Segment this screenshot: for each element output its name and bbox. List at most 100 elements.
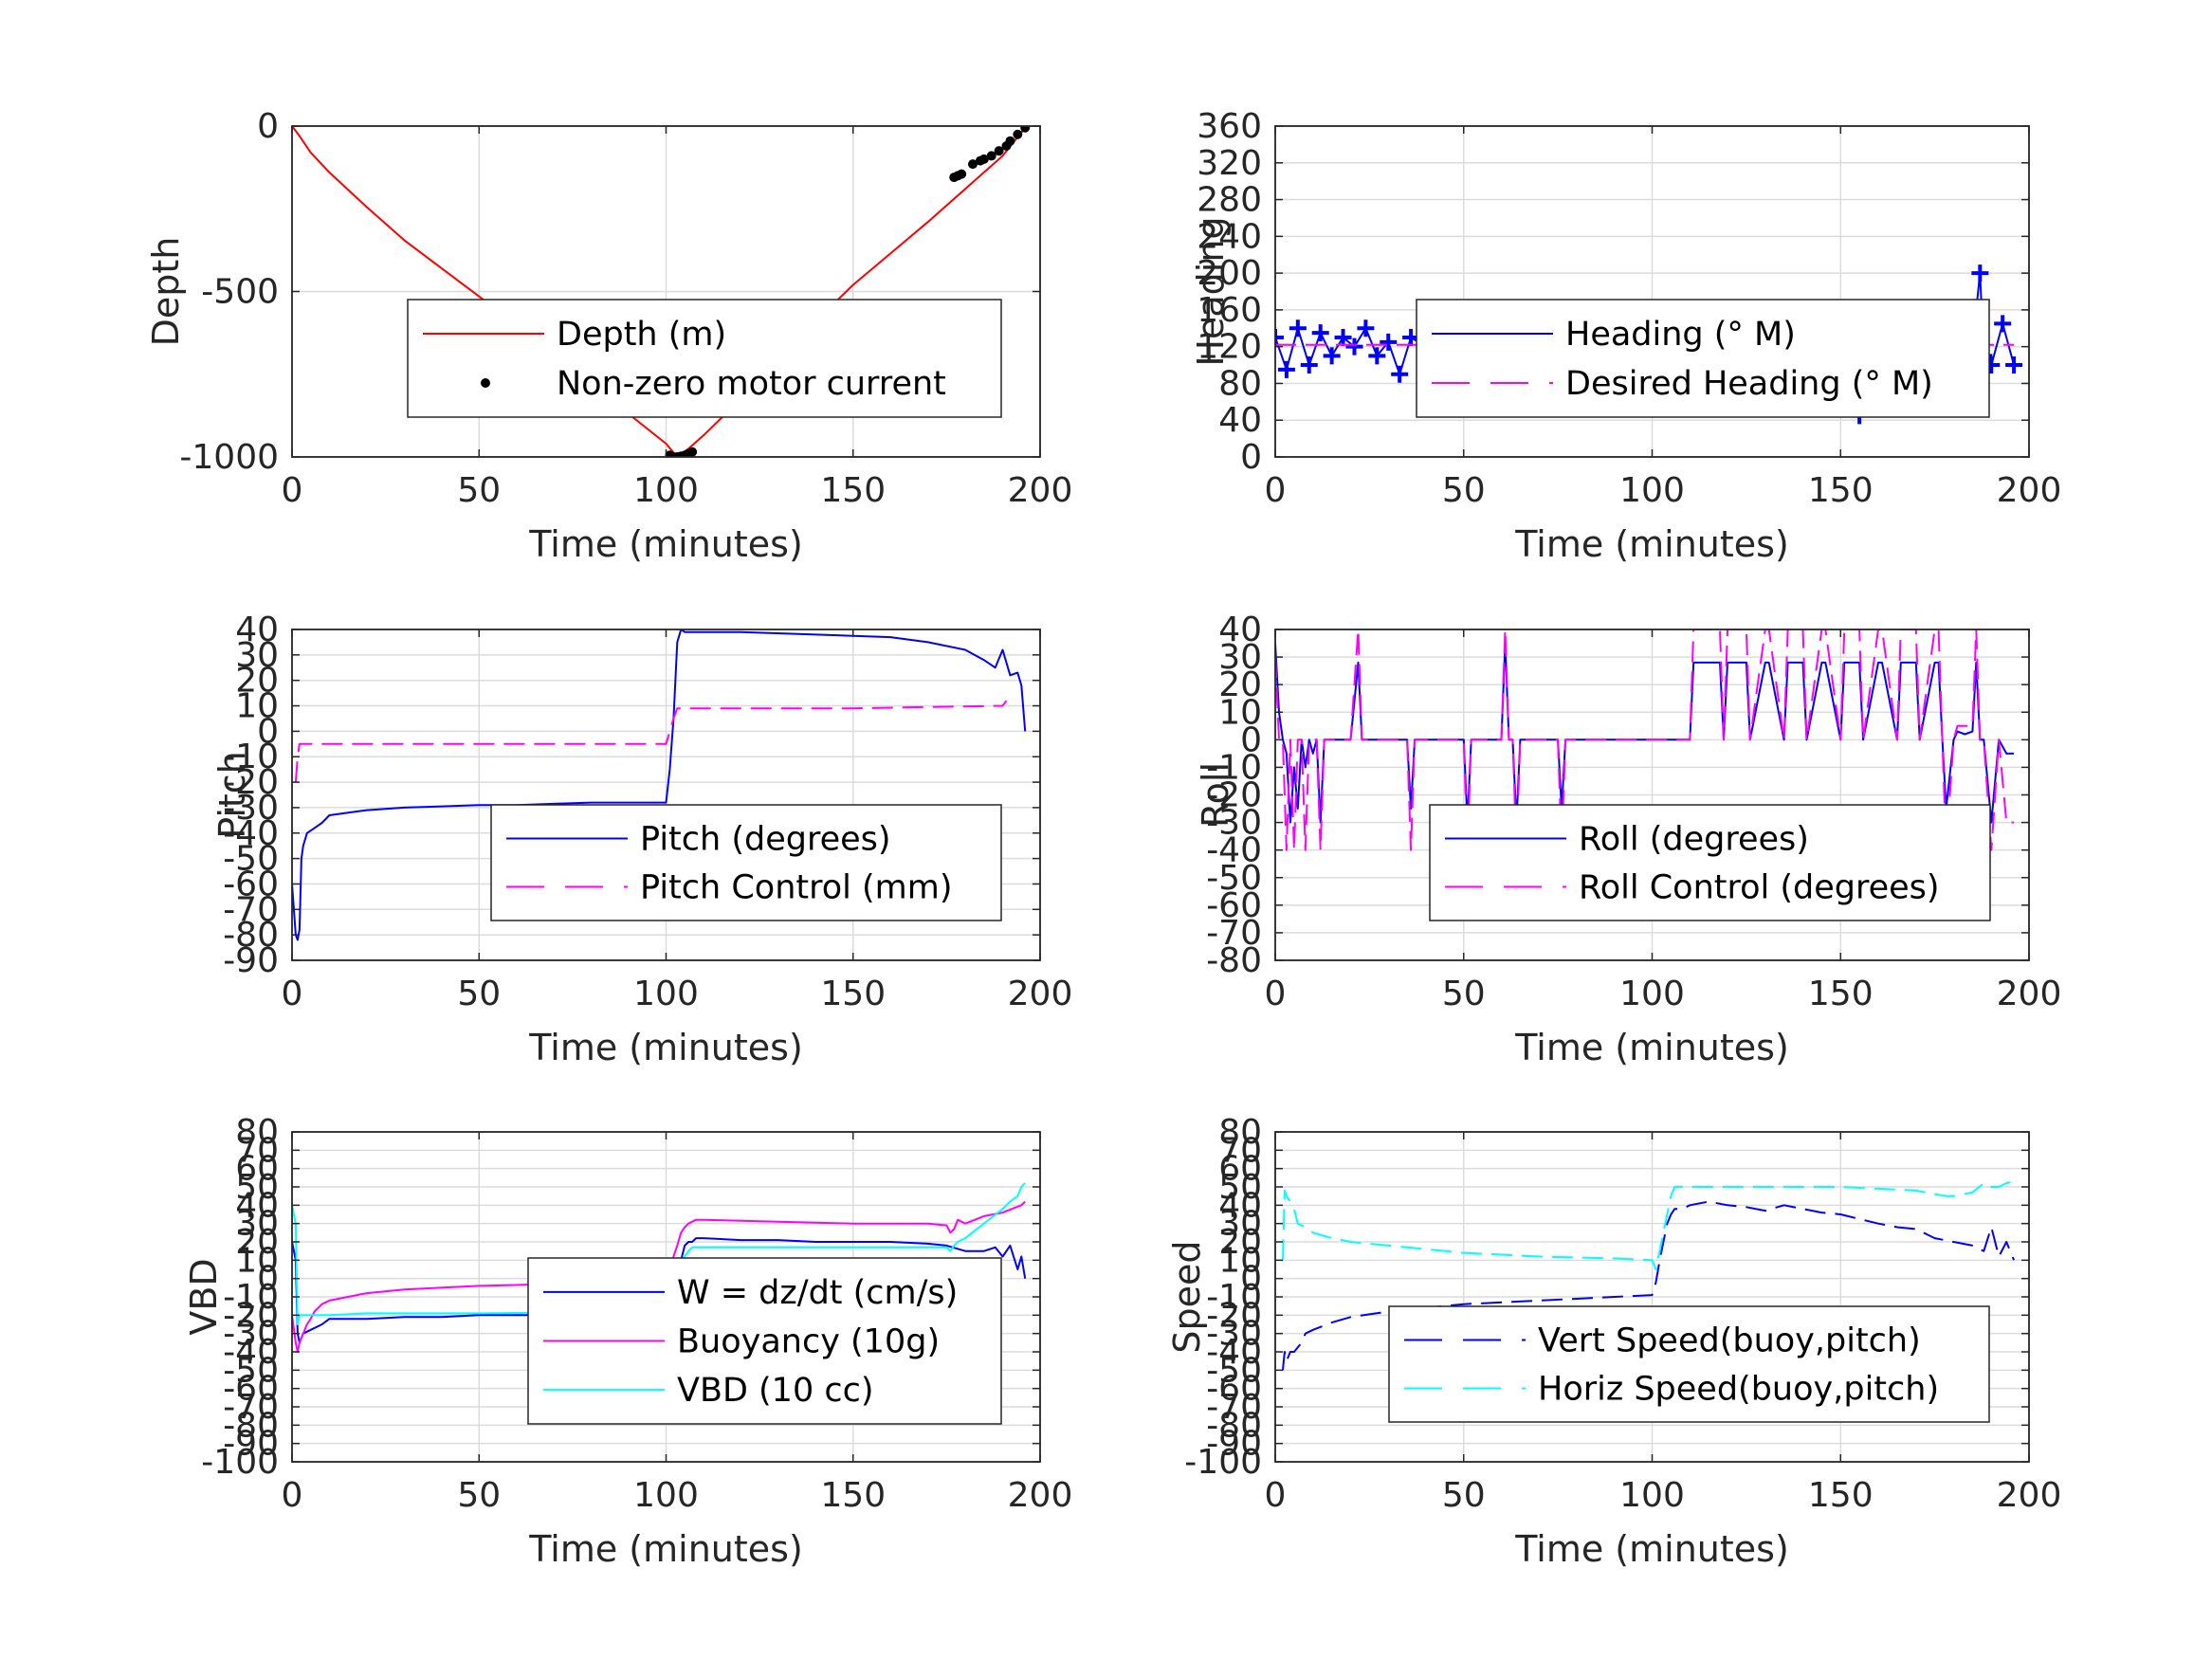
legend: Depth (m) Non-zero motor current xyxy=(407,299,1002,418)
y-tick-label: -70 xyxy=(223,890,279,929)
x-axis-label: Time (minutes) xyxy=(528,1528,803,1570)
legend-marker xyxy=(481,378,490,388)
y-tick-label: -80 xyxy=(1206,941,1262,980)
chart-vbd: 0 50 100 150 200-100-90-80-70-60-50-40-30-20… xyxy=(183,1113,1072,1570)
y-tick-label: -90 xyxy=(223,1425,279,1464)
data-point xyxy=(986,151,996,161)
y-tick-label: 320 xyxy=(1197,144,1262,183)
x-tick-label: 100 xyxy=(1619,1476,1685,1515)
data-point xyxy=(994,146,1004,156)
y-tick-label: -20 xyxy=(1206,1296,1262,1335)
data-point xyxy=(687,447,698,457)
x-axis-label: Time (minutes) xyxy=(1514,1027,1789,1068)
legend-label: Non-zero motor current xyxy=(557,365,946,403)
y-axis-label: Depth xyxy=(145,237,187,347)
legend-box xyxy=(1416,299,1990,418)
data-point xyxy=(1357,319,1375,337)
x-tick-label: 0 xyxy=(1265,1476,1287,1515)
y-tick-label: -40 xyxy=(1206,1333,1262,1372)
x-tick-label: 50 xyxy=(457,471,501,510)
chart-pitch: 0 50 100 150 200-90-80-70-60-50-40-30-20-100… xyxy=(211,611,1072,1068)
y-tick-label: -60 xyxy=(1206,1370,1262,1409)
y-tick-label: 120 xyxy=(1197,328,1262,367)
x-tick-label: 100 xyxy=(1619,975,1685,1013)
y-tick-label: 10 xyxy=(1218,1241,1262,1280)
legend-label: Desired Heading (° M) xyxy=(1565,365,1933,403)
data-point xyxy=(1971,264,1989,283)
x-tick-label: 200 xyxy=(1008,975,1073,1013)
y-axis-label: Pitch xyxy=(211,751,253,839)
y-tick-label: 70 xyxy=(1218,1131,1262,1170)
y-tick-label: -50 xyxy=(223,1351,279,1390)
x-axis-label: Time (minutes) xyxy=(528,1027,803,1068)
series-group xyxy=(292,126,1031,457)
x-tick-label: 200 xyxy=(1997,471,2062,510)
data-point xyxy=(957,169,967,179)
y-tick-label: 280 xyxy=(1197,181,1262,220)
legend: Vert Speed(buoy,pitch) Horiz Speed(buoy,p… xyxy=(1388,1305,1990,1423)
series-line xyxy=(292,1182,1026,1325)
data-point xyxy=(1277,360,1295,378)
x-tick-label: 50 xyxy=(1442,975,1486,1013)
y-tick-label: -30 xyxy=(223,789,279,828)
x-tick-label: 50 xyxy=(457,1476,501,1515)
series-group xyxy=(1275,629,2015,851)
x-tick-label: 150 xyxy=(1808,471,1874,510)
y-tick-label: 0 xyxy=(257,1260,279,1299)
legend-label: Depth (m) xyxy=(557,316,726,354)
legend-box xyxy=(490,804,1002,921)
x-tick-label: 200 xyxy=(1997,975,2062,1013)
data-point xyxy=(1289,319,1307,337)
x-tick-label: 0 xyxy=(1265,975,1287,1013)
y-tick-label: 80 xyxy=(235,1113,279,1152)
y-tick-label: 240 xyxy=(1197,217,1262,256)
y-tick-label: 20 xyxy=(235,1223,279,1262)
y-tick-label: -70 xyxy=(1206,914,1262,953)
x-tick-label: 0 xyxy=(282,1476,303,1515)
chart-heading: 0 50 100 150 20004080120160200240280320360Ti… xyxy=(1190,107,2061,565)
y-tick-label: -40 xyxy=(1206,831,1262,870)
legend-label: Heading (° M) xyxy=(1565,316,1796,354)
x-axis-label: Time (minutes) xyxy=(528,523,803,565)
x-tick-label: 200 xyxy=(1008,1476,1073,1515)
y-tick-label: -30 xyxy=(223,1315,279,1354)
y-tick-label: -70 xyxy=(1206,1388,1262,1427)
y-tick-label: -10 xyxy=(1206,1278,1262,1317)
y-tick-label: -90 xyxy=(223,941,279,980)
y-tick-label: 40 xyxy=(1218,611,1262,649)
x-tick-label: 50 xyxy=(1442,1476,1486,1515)
y-axis-label: VBD xyxy=(183,1258,225,1335)
x-tick-label: 0 xyxy=(1265,471,1287,510)
y-tick-label: 0 xyxy=(1240,438,1262,477)
legend-box xyxy=(1429,804,1991,921)
data-point xyxy=(1311,324,1329,342)
y-tick-label: -50 xyxy=(223,840,279,879)
data-point xyxy=(1323,347,1341,365)
chart-depth: 0 50 100 150 200 -1000 -500 0 Time (minutes) Dept… xyxy=(145,107,1072,565)
series-group xyxy=(292,629,1027,941)
y-tick-label: -60 xyxy=(1206,886,1262,925)
x-tick-label: 150 xyxy=(1808,975,1874,1013)
x-tick-label: 150 xyxy=(1808,1476,1874,1515)
legend-label: VBD (10 cc) xyxy=(677,1372,874,1410)
x-tick-label: 50 xyxy=(1442,471,1486,510)
data-point xyxy=(1275,328,1284,346)
y-tick-label: -10 xyxy=(223,738,279,776)
legend-label: Roll (degrees) xyxy=(1579,821,1809,859)
x-tick-label: 0 xyxy=(282,975,303,1013)
data-point xyxy=(1005,136,1015,146)
y-tick-label: -20 xyxy=(223,1296,279,1335)
data-point xyxy=(2005,356,2023,374)
data-point xyxy=(1391,365,1409,383)
y-tick-label: 80 xyxy=(1218,364,1262,403)
y-tick-label: 10 xyxy=(1218,693,1262,732)
data-point xyxy=(1300,356,1318,374)
y-tick-label: 0 xyxy=(257,107,279,146)
y-tick-label: 40 xyxy=(235,611,279,649)
y-tick-label: -90 xyxy=(1206,1425,1262,1464)
y-tick-label: 50 xyxy=(235,1168,279,1207)
y-tick-label: -500 xyxy=(201,273,279,312)
y-tick-label: -40 xyxy=(223,1333,279,1372)
legend-label: Pitch Control (mm) xyxy=(640,869,952,907)
